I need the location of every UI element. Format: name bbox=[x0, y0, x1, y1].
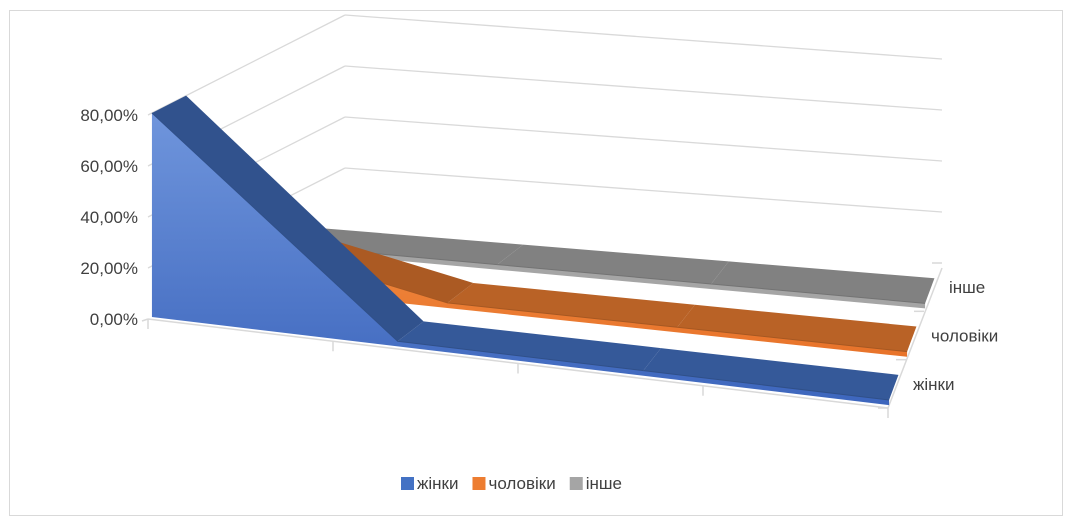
y-tick-label: 20,00% bbox=[80, 259, 138, 278]
area-top-surface bbox=[447, 283, 695, 328]
gridline bbox=[344, 116, 943, 162]
y-tick-label: 80,00% bbox=[80, 106, 138, 125]
series-inshe bbox=[283, 227, 935, 309]
y-axis-tick bbox=[141, 318, 149, 322]
gridline bbox=[344, 14, 943, 60]
area-top-surface bbox=[497, 244, 729, 284]
series-axis-label: чоловіки bbox=[931, 327, 998, 346]
y-tick-label: 60,00% bbox=[80, 157, 138, 176]
area-front-edge bbox=[283, 244, 926, 304]
area-front-face bbox=[283, 245, 926, 309]
area-top-surface bbox=[397, 321, 661, 371]
area-top-surface bbox=[151, 95, 424, 342]
gridline bbox=[344, 65, 943, 111]
series-zhinky bbox=[151, 95, 899, 406]
legend-label: чоловіки bbox=[488, 474, 555, 493]
area-front-edge bbox=[151, 112, 890, 401]
series-axis-label: інше bbox=[949, 278, 985, 297]
area-top-surface bbox=[677, 304, 917, 352]
legend-label: жінки bbox=[417, 474, 458, 493]
series-axis-label: жінки bbox=[913, 375, 954, 394]
y-axis-ticks: 0,00% 20,00% 40,00% 60,00% 80,00% bbox=[80, 106, 138, 329]
y-tick-label: 40,00% bbox=[80, 208, 138, 227]
series-axis-labels: жінки чоловіки інше bbox=[913, 278, 998, 394]
area-front-face bbox=[151, 113, 890, 406]
axes bbox=[141, 262, 943, 418]
legend-swatch bbox=[472, 477, 486, 490]
legend: жінки чоловіки інше bbox=[401, 474, 622, 493]
y-tick-label: 0,00% bbox=[90, 310, 138, 329]
legend-swatch bbox=[401, 477, 414, 490]
area-top-surface bbox=[711, 261, 935, 304]
area-top-surface bbox=[283, 227, 524, 265]
legend-label: інше bbox=[586, 474, 622, 493]
area-top-surface bbox=[643, 348, 899, 400]
gridline bbox=[344, 167, 943, 213]
legend-swatch bbox=[569, 477, 583, 490]
depth-axis-line bbox=[887, 267, 943, 409]
